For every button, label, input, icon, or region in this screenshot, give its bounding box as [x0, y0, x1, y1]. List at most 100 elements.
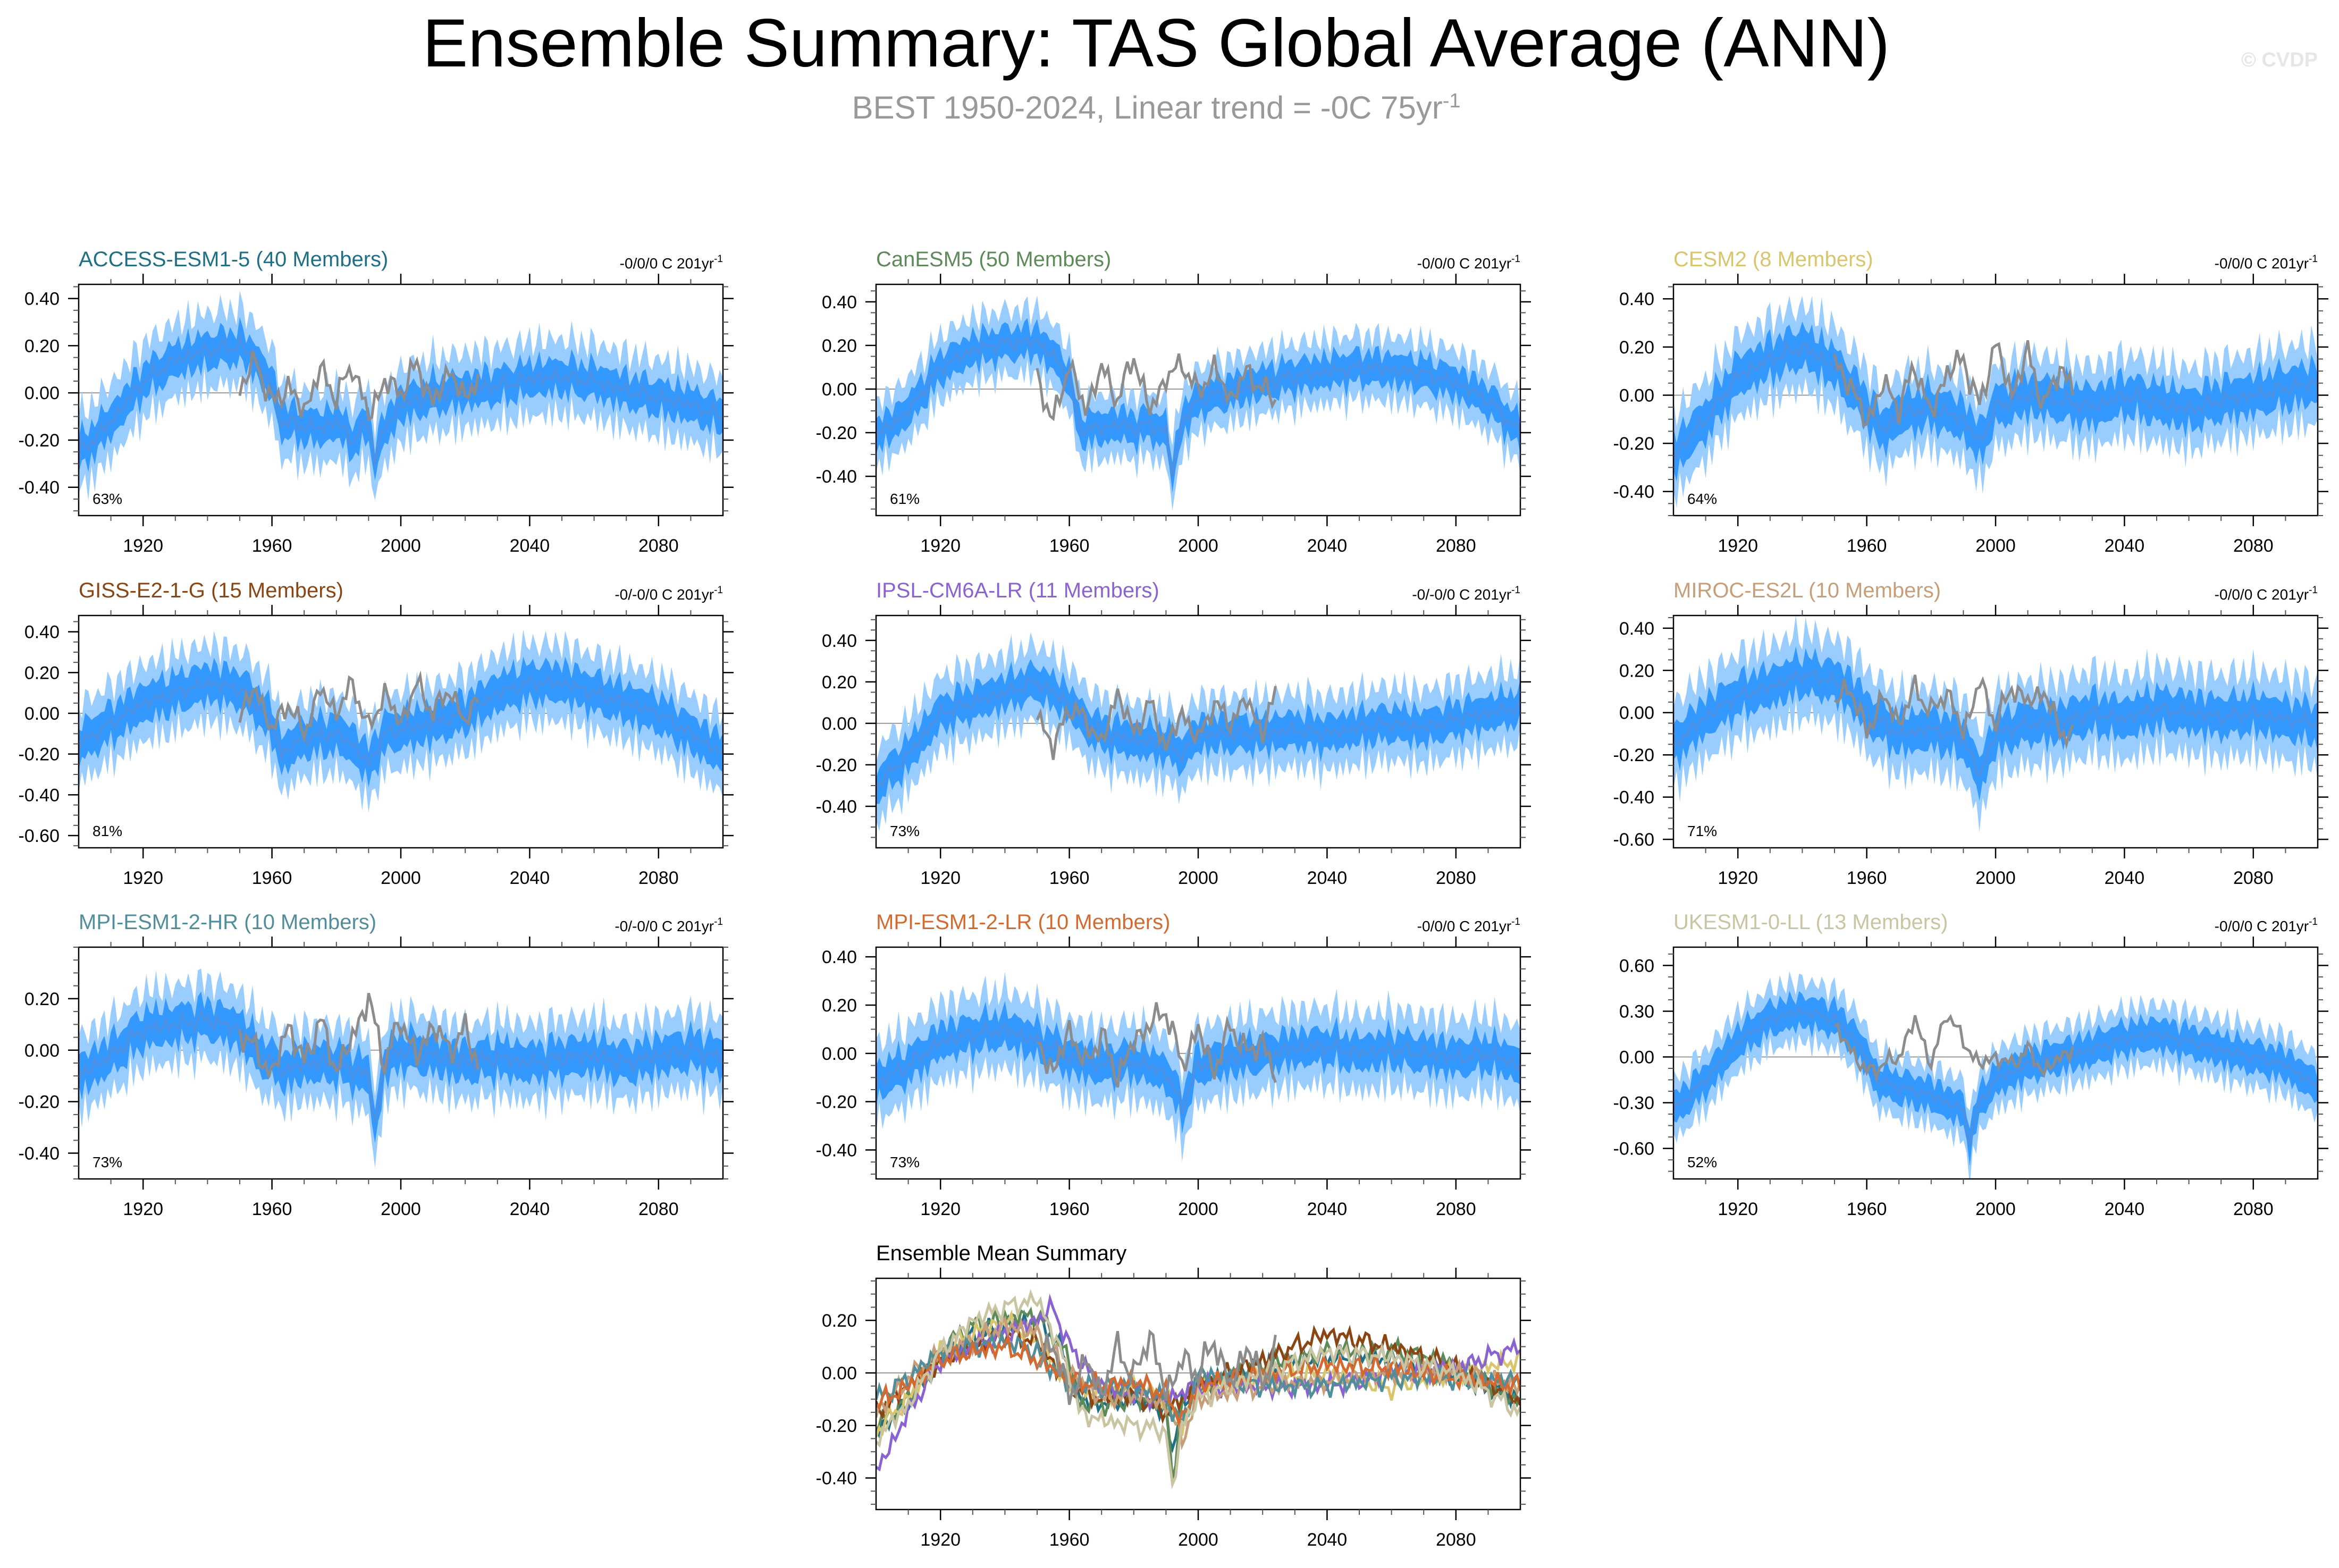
y-tick-label: 0.20: [822, 996, 857, 1016]
inner-spread-band: [1673, 646, 2318, 801]
panel-title: CanESM5 (50 Members): [876, 248, 1111, 271]
plot-area: [876, 632, 1520, 831]
series-line-best-observations: [1037, 1329, 1277, 1405]
y-tick-label: -0.20: [19, 745, 60, 765]
trend-label-text: -0/0/0 C 201yr: [1417, 918, 1511, 934]
y-tick-label: 0.00: [24, 704, 60, 724]
x-tick-label: 2040: [510, 1199, 550, 1219]
y-tick-label: -0.20: [19, 1092, 60, 1112]
x-tick-label: 2080: [638, 1199, 679, 1219]
best-observations-line: [238, 350, 479, 423]
chart-panel-3: 1920 1960 2000 2040 2080 0.40 0.20 0.00 -0.20 -0.…: [1613, 248, 2328, 556]
x-tick-label: 1960: [1049, 1530, 1090, 1550]
trend-label: -0/0/0 C 201yr-1: [1417, 916, 1520, 934]
trend-label: -0/-0/0 C 201yr-1: [615, 585, 723, 603]
trend-label-text: -0/0/0 C 201yr: [620, 255, 714, 272]
chart-panel-4: 1920 1960 2000 2040 2080 0.40 0.20 0.00 -0.20 -0.…: [19, 579, 734, 888]
y-tick-label: 0.00: [24, 383, 60, 403]
x-tick-label: 2080: [1436, 1199, 1476, 1219]
ensemble-mean-line: [1673, 339, 2318, 460]
subtitle-text: BEST 1950-2024, Linear trend = -0C 75yr: [852, 90, 1443, 125]
y-tick-label: -0.40: [19, 478, 60, 498]
x-tick-label: 1920: [123, 1199, 163, 1219]
y-tick-label: -0.40: [1613, 482, 1655, 502]
x-tick-label: 2080: [1436, 1530, 1476, 1550]
plot-area: [79, 968, 723, 1168]
percent-label: 63%: [92, 491, 122, 507]
trend-label: -0/-0/0 C 201yr-1: [615, 916, 723, 934]
x-tick-label: 2000: [1975, 1199, 2016, 1219]
percent-label: 81%: [92, 823, 122, 839]
x-tick-label: 2040: [1307, 868, 1348, 888]
trend-label: -0/0/0 C 201yr-1: [620, 254, 723, 272]
plot-area: [876, 295, 1520, 511]
ensemble-mean-line: [79, 334, 723, 466]
y-tick-label: -0.20: [1613, 745, 1655, 765]
y-tick-label: -0.40: [19, 785, 60, 805]
y-tick-label: -0.20: [1613, 434, 1655, 454]
y-tick-label: 0.20: [822, 1311, 857, 1331]
panel-title: ACCESS-ESM1-5 (40 Members): [79, 248, 388, 271]
x-tick-label: 1960: [1847, 536, 1887, 556]
trend-label: -0/-0/0 C 201yr-1: [1412, 585, 1520, 603]
plot-area: [876, 1289, 1520, 1489]
y-tick-label: -0.20: [19, 431, 60, 451]
x-tick-label: 2000: [1178, 536, 1218, 556]
x-tick-label: 2080: [2233, 536, 2274, 556]
x-tick-label: 2000: [381, 868, 421, 888]
y-tick-label: 0.40: [822, 631, 857, 651]
ensemble-mean-line: [1673, 1006, 2318, 1147]
x-tick-label: 1920: [1718, 1199, 1758, 1219]
percent-label: 61%: [890, 491, 920, 507]
inner-spread-band: [1673, 991, 2318, 1167]
trend-label: -0/0/0 C 201yr-1: [2215, 254, 2318, 272]
x-tick-label: 1920: [920, 536, 961, 556]
best-observations-line: [1833, 340, 2074, 428]
x-tick-label: 2040: [510, 868, 550, 888]
trend-label-text: -0/0/0 C 201yr: [1417, 255, 1511, 272]
y-tick-label: 0.20: [822, 336, 857, 356]
y-tick-label: 0.40: [1619, 619, 1654, 639]
x-tick-label: 1920: [920, 868, 961, 888]
ensemble-mean-line: [876, 676, 1520, 791]
y-tick-label: 0.40: [24, 622, 60, 643]
x-tick-label: 2080: [2233, 868, 2274, 888]
trend-label-superscript: -1: [714, 585, 723, 596]
y-tick-label: 0.20: [24, 989, 60, 1009]
chart-panel-2: 1920 1960 2000 2040 2080 0.40 0.20 0.00 -0.20 -0.…: [816, 248, 1531, 556]
y-tick-label: 0.40: [1619, 289, 1654, 309]
trend-label-text: -0/-0/0 C 201yr: [1412, 586, 1511, 603]
x-tick-label: 1920: [1718, 536, 1758, 556]
plot-area: [1673, 971, 2318, 1179]
trend-label: -0/0/0 C 201yr-1: [2215, 585, 2318, 603]
x-tick-label: 1960: [1049, 868, 1090, 888]
x-tick-label: 2000: [1178, 1199, 1218, 1219]
x-tick-label: 2040: [1307, 536, 1348, 556]
copyright-watermark: © CVDP: [2241, 49, 2318, 71]
best-observations-line: [1834, 1014, 2074, 1083]
percent-label: 64%: [1687, 491, 1717, 507]
percent-label: 52%: [1687, 1154, 1717, 1170]
y-tick-label: -0.20: [816, 1092, 857, 1112]
y-tick-label: 0.00: [822, 1363, 857, 1384]
x-tick-label: 2000: [381, 1199, 421, 1219]
y-tick-label: 0.00: [24, 1041, 60, 1061]
trend-label-text: -0/0/0 C 201yr: [2215, 918, 2309, 934]
best-observations-line: [1833, 675, 2074, 749]
x-tick-label: 1960: [1049, 1199, 1090, 1219]
x-tick-label: 2080: [638, 536, 679, 556]
y-tick-label: -0.40: [816, 797, 857, 817]
best-observations-line: [238, 670, 479, 743]
x-tick-label: 1960: [1847, 868, 1887, 888]
x-tick-label: 1960: [252, 868, 292, 888]
y-tick-label: -0.60: [1613, 1139, 1655, 1159]
y-tick-label: -0.60: [1613, 830, 1655, 850]
x-tick-label: 1960: [252, 1199, 292, 1219]
y-tick-label: -0.60: [19, 826, 60, 846]
percent-label: 73%: [890, 1154, 920, 1170]
x-tick-label: 1920: [920, 1530, 961, 1550]
x-tick-label: 2000: [1975, 868, 2016, 888]
chart-panel-9: 1920 1960 2000 2040 2080 0.60 0.30 0.00 -0.30 -0.…: [1613, 911, 2328, 1219]
inner-spread-band: [79, 317, 723, 481]
